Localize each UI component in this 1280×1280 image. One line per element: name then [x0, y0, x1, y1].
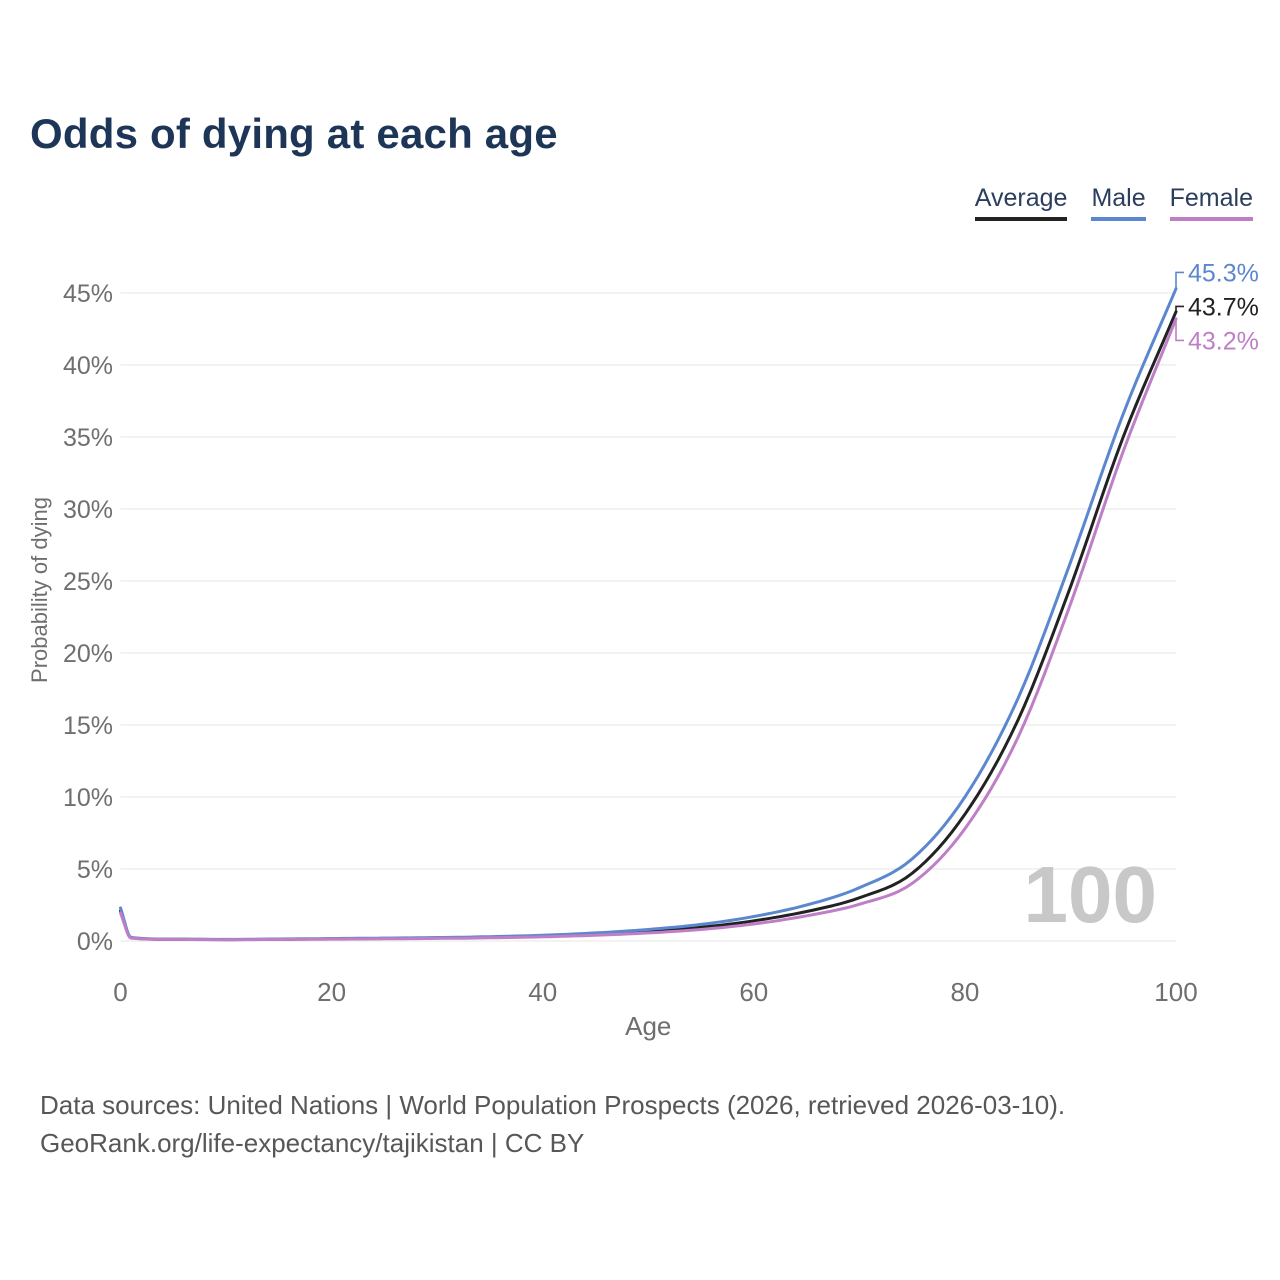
x-tick-label: 20 — [317, 977, 346, 1007]
y-tick-label: 10% — [63, 784, 113, 812]
end-label-connector-average — [1175, 305, 1184, 312]
end-label-male: 45.3% — [1188, 259, 1259, 287]
y-tick-label: 25% — [63, 568, 113, 596]
data-source-note: Data sources: United Nations | World Pop… — [40, 1086, 1065, 1162]
end-label-average: 43.7% — [1188, 293, 1259, 321]
x-tick-label: 60 — [739, 977, 768, 1007]
x-tick-label: 80 — [950, 977, 979, 1007]
y-tick-label: 5% — [77, 856, 113, 884]
data-source-line2: GeoRank.org/life-expectancy/tajikistan |… — [40, 1128, 585, 1158]
series-line-female[interactable] — [119, 317, 1178, 942]
end-label-female: 43.2% — [1188, 327, 1259, 355]
end-label-connector-male — [1175, 271, 1184, 289]
x-tick-label: 0 — [113, 977, 127, 1007]
x-axis-title: Age — [625, 1011, 671, 1041]
legend: Average Male Female — [974, 184, 1253, 221]
y-tick-label: 20% — [63, 640, 113, 668]
series-line-average[interactable] — [119, 310, 1178, 942]
chart-title: Odds of dying at each age — [30, 110, 558, 157]
data-source-line1: Data sources: United Nations | World Pop… — [40, 1090, 1066, 1120]
y-axis-title: Probability of dying — [27, 497, 52, 683]
y-tick-label: 35% — [63, 424, 113, 452]
legend-item-male[interactable]: Male — [1091, 184, 1146, 221]
y-tick-label: 40% — [63, 352, 113, 380]
y-tick-label: 30% — [63, 496, 113, 524]
y-tick-label: 45% — [63, 280, 113, 308]
end-label-connector-female — [1175, 318, 1184, 342]
legend-item-average[interactable]: Average — [974, 184, 1068, 221]
y-tick-label: 0% — [77, 928, 113, 956]
watermark-age-100: 100 — [1024, 850, 1157, 939]
x-tick-label: 100 — [1154, 977, 1197, 1007]
series-line-male[interactable] — [119, 287, 1178, 941]
legend-item-female[interactable]: Female — [1169, 184, 1253, 221]
x-tick-label: 40 — [528, 977, 557, 1007]
y-tick-label: 15% — [63, 712, 113, 740]
